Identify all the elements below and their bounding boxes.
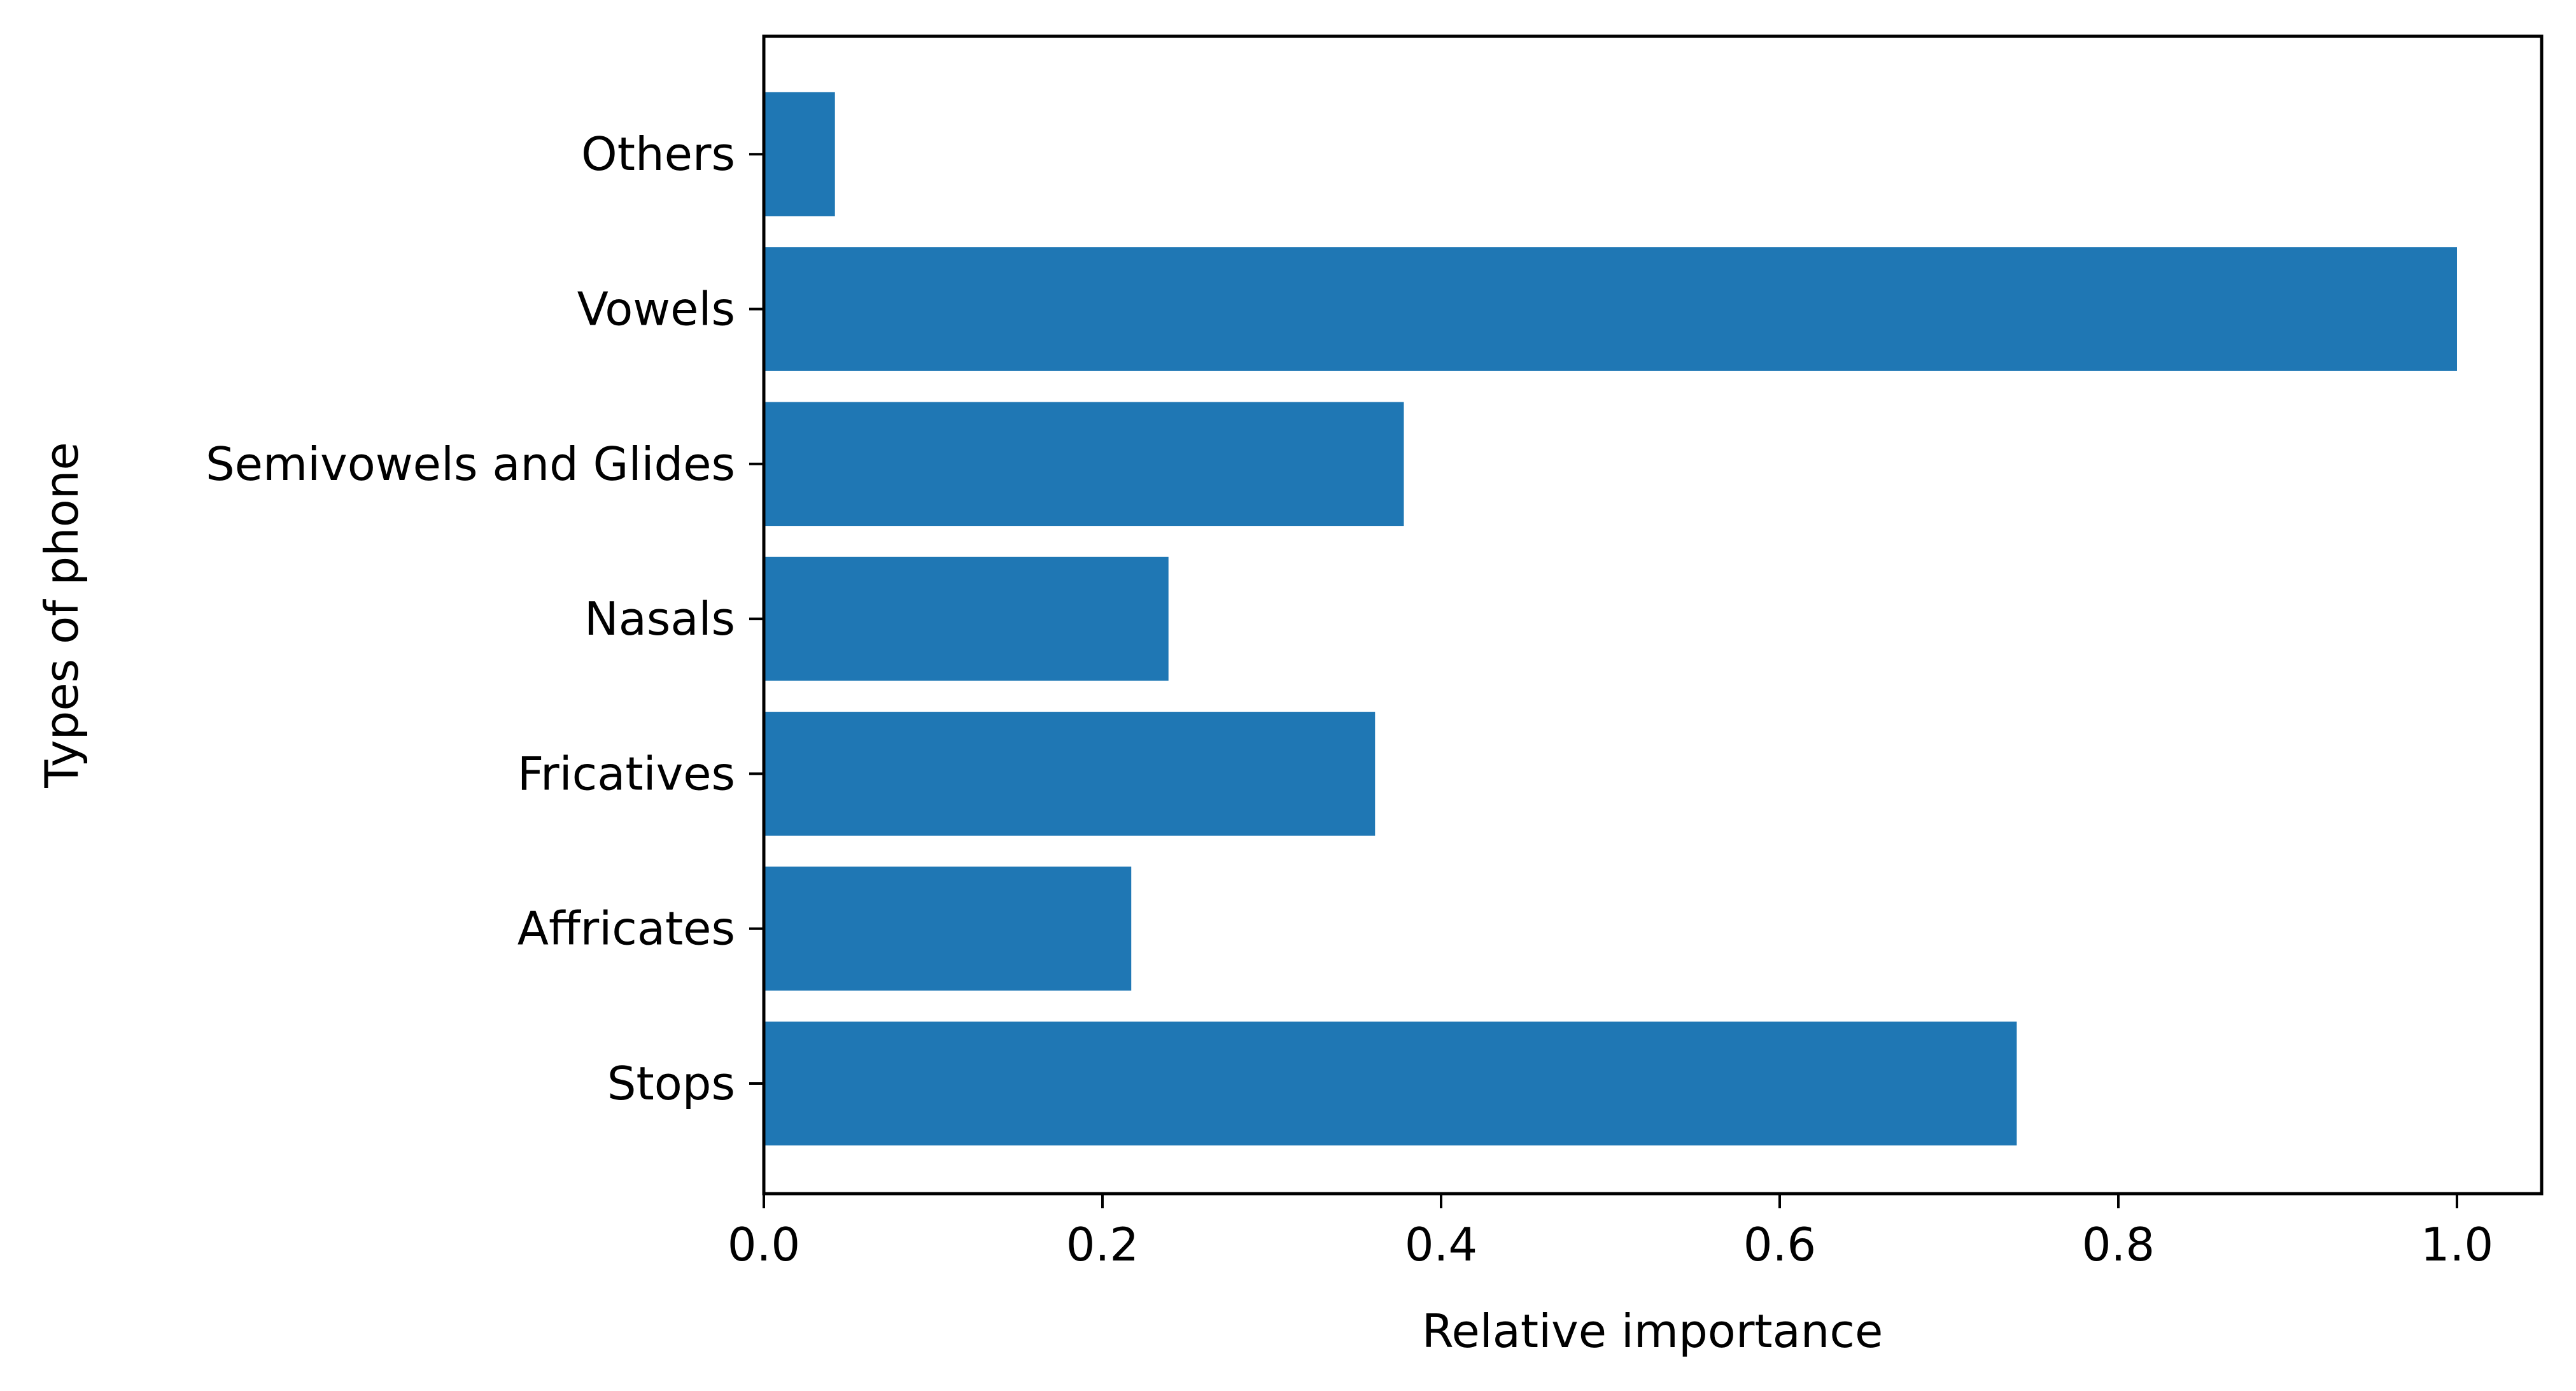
bar-stops (764, 1021, 2017, 1146)
bar-others (764, 92, 835, 216)
y-tick-label: Semivowels and Glides (206, 437, 735, 491)
x-tick-label: 0.2 (1066, 1218, 1139, 1271)
y-tick-label: Fricatives (517, 747, 735, 800)
y-axis: Stops Affricates Fricatives Nasals Semivowel… (206, 127, 764, 1110)
bar-vowels (764, 247, 2457, 371)
y-tick-label: Vowels (577, 283, 735, 336)
bar-affricates (764, 866, 1132, 991)
y-axis-label: Types of phone (35, 442, 88, 788)
bar-nasals (764, 556, 1169, 681)
bar-fricatives (764, 712, 1376, 836)
x-axis-label: Relative importance (1422, 1304, 1883, 1358)
x-tick-label: 0.6 (1743, 1218, 1817, 1271)
y-tick-label: Others (581, 127, 735, 181)
x-tick-label: 1.0 (2421, 1218, 2494, 1271)
x-axis: 0.0 0.2 0.4 0.6 0.8 1.0 (728, 1194, 2494, 1271)
x-tick-label: 0.8 (2082, 1218, 2155, 1271)
y-tick-label: Nasals (584, 592, 735, 646)
y-tick-label: Affricates (517, 902, 735, 956)
plot-frame (762, 34, 2544, 1196)
x-tick-label: 0.0 (728, 1218, 801, 1271)
bars-group (764, 92, 2457, 1146)
x-tick-label: 0.4 (1405, 1218, 1478, 1271)
y-tick-label: Stops (607, 1057, 735, 1110)
bar-semivowels-and-glides (764, 402, 1404, 526)
